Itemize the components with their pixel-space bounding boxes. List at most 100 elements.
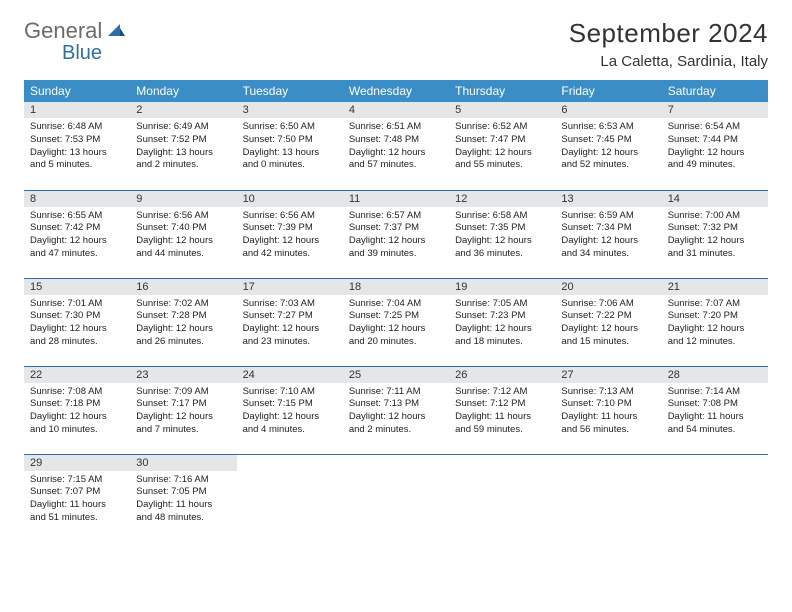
- daylight-text-2: and 54 minutes.: [668, 424, 762, 437]
- sunrise-text: Sunrise: 7:04 AM: [349, 298, 443, 311]
- daylight-text-1: Daylight: 13 hours: [243, 147, 337, 160]
- calendar-cell: 4Sunrise: 6:51 AMSunset: 7:48 PMDaylight…: [343, 102, 449, 190]
- weekday-header: Thursday: [449, 80, 555, 102]
- day-number: 22: [24, 367, 130, 383]
- daylight-text-1: Daylight: 12 hours: [668, 323, 762, 336]
- weekday-header: Monday: [130, 80, 236, 102]
- daylight-text-1: Daylight: 11 hours: [668, 411, 762, 424]
- calendar-row: 22Sunrise: 7:08 AMSunset: 7:18 PMDayligh…: [24, 366, 768, 454]
- sunrise-text: Sunrise: 7:11 AM: [349, 386, 443, 399]
- sunset-text: Sunset: 7:48 PM: [349, 134, 443, 147]
- daylight-text-1: Daylight: 12 hours: [30, 235, 124, 248]
- daylight-text-2: and 39 minutes.: [349, 248, 443, 261]
- daylight-text-2: and 4 minutes.: [243, 424, 337, 437]
- daylight-text-2: and 48 minutes.: [136, 512, 230, 525]
- sunrise-text: Sunrise: 7:07 AM: [668, 298, 762, 311]
- sunset-text: Sunset: 7:42 PM: [30, 222, 124, 235]
- daylight-text-1: Daylight: 13 hours: [136, 147, 230, 160]
- day-number: 1: [24, 102, 130, 118]
- day-details: Sunrise: 6:56 AMSunset: 7:39 PMDaylight:…: [237, 207, 343, 265]
- sunrise-text: Sunrise: 7:09 AM: [136, 386, 230, 399]
- sunset-text: Sunset: 7:25 PM: [349, 310, 443, 323]
- sunrise-text: Sunrise: 7:12 AM: [455, 386, 549, 399]
- sunrise-text: Sunrise: 7:10 AM: [243, 386, 337, 399]
- calendar-cell: 19Sunrise: 7:05 AMSunset: 7:23 PMDayligh…: [449, 278, 555, 366]
- sunrise-text: Sunrise: 7:14 AM: [668, 386, 762, 399]
- sunset-text: Sunset: 7:40 PM: [136, 222, 230, 235]
- sunset-text: Sunset: 7:20 PM: [668, 310, 762, 323]
- daylight-text-1: Daylight: 12 hours: [349, 323, 443, 336]
- daylight-text-1: Daylight: 12 hours: [668, 147, 762, 160]
- sunset-text: Sunset: 7:53 PM: [30, 134, 124, 147]
- daylight-text-2: and 26 minutes.: [136, 336, 230, 349]
- daylight-text-1: Daylight: 12 hours: [30, 411, 124, 424]
- calendar-cell: 29Sunrise: 7:15 AMSunset: 7:07 PMDayligh…: [24, 454, 130, 542]
- day-number: 29: [24, 455, 130, 471]
- daylight-text-1: Daylight: 12 hours: [30, 323, 124, 336]
- calendar-cell: 25Sunrise: 7:11 AMSunset: 7:13 PMDayligh…: [343, 366, 449, 454]
- day-details: Sunrise: 6:54 AMSunset: 7:44 PMDaylight:…: [662, 118, 768, 176]
- daylight-text-1: Daylight: 12 hours: [136, 411, 230, 424]
- daylight-text-1: Daylight: 11 hours: [561, 411, 655, 424]
- sunset-text: Sunset: 7:23 PM: [455, 310, 549, 323]
- daylight-text-1: Daylight: 12 hours: [136, 235, 230, 248]
- daylight-text-1: Daylight: 11 hours: [30, 499, 124, 512]
- day-details: Sunrise: 7:08 AMSunset: 7:18 PMDaylight:…: [24, 383, 130, 441]
- sunrise-text: Sunrise: 6:49 AM: [136, 121, 230, 134]
- day-number: 30: [130, 455, 236, 471]
- calendar-cell: [343, 454, 449, 542]
- calendar-cell: 7Sunrise: 6:54 AMSunset: 7:44 PMDaylight…: [662, 102, 768, 190]
- day-number: 18: [343, 279, 449, 295]
- daylight-text-1: Daylight: 12 hours: [455, 147, 549, 160]
- sunrise-text: Sunrise: 6:56 AM: [243, 210, 337, 223]
- sunrise-text: Sunrise: 7:15 AM: [30, 474, 124, 487]
- day-details: Sunrise: 7:15 AMSunset: 7:07 PMDaylight:…: [24, 471, 130, 529]
- daylight-text-2: and 5 minutes.: [30, 159, 124, 172]
- daylight-text-2: and 31 minutes.: [668, 248, 762, 261]
- sunrise-text: Sunrise: 6:54 AM: [668, 121, 762, 134]
- daylight-text-1: Daylight: 12 hours: [243, 411, 337, 424]
- day-details: Sunrise: 6:59 AMSunset: 7:34 PMDaylight:…: [555, 207, 661, 265]
- sunrise-text: Sunrise: 7:06 AM: [561, 298, 655, 311]
- day-details: Sunrise: 7:07 AMSunset: 7:20 PMDaylight:…: [662, 295, 768, 353]
- daylight-text-1: Daylight: 12 hours: [243, 323, 337, 336]
- day-number: 19: [449, 279, 555, 295]
- sunset-text: Sunset: 7:10 PM: [561, 398, 655, 411]
- page-header: General Blue September 2024 La Caletta, …: [24, 18, 768, 70]
- calendar-cell: [555, 454, 661, 542]
- weekday-header-row: Sunday Monday Tuesday Wednesday Thursday…: [24, 80, 768, 102]
- calendar-cell: 12Sunrise: 6:58 AMSunset: 7:35 PMDayligh…: [449, 190, 555, 278]
- calendar-body: 1Sunrise: 6:48 AMSunset: 7:53 PMDaylight…: [24, 102, 768, 542]
- calendar-row: 29Sunrise: 7:15 AMSunset: 7:07 PMDayligh…: [24, 454, 768, 542]
- calendar-cell: 15Sunrise: 7:01 AMSunset: 7:30 PMDayligh…: [24, 278, 130, 366]
- calendar-cell: 26Sunrise: 7:12 AMSunset: 7:12 PMDayligh…: [449, 366, 555, 454]
- day-number: 8: [24, 191, 130, 207]
- calendar-cell: 24Sunrise: 7:10 AMSunset: 7:15 PMDayligh…: [237, 366, 343, 454]
- day-details: Sunrise: 7:13 AMSunset: 7:10 PMDaylight:…: [555, 383, 661, 441]
- day-details: Sunrise: 7:03 AMSunset: 7:27 PMDaylight:…: [237, 295, 343, 353]
- daylight-text-2: and 34 minutes.: [561, 248, 655, 261]
- day-number: 9: [130, 191, 236, 207]
- day-number: 27: [555, 367, 661, 383]
- sunset-text: Sunset: 7:52 PM: [136, 134, 230, 147]
- sunset-text: Sunset: 7:28 PM: [136, 310, 230, 323]
- sunrise-text: Sunrise: 6:51 AM: [349, 121, 443, 134]
- calendar-cell: 18Sunrise: 7:04 AMSunset: 7:25 PMDayligh…: [343, 278, 449, 366]
- day-details: Sunrise: 7:02 AMSunset: 7:28 PMDaylight:…: [130, 295, 236, 353]
- calendar-cell: 28Sunrise: 7:14 AMSunset: 7:08 PMDayligh…: [662, 366, 768, 454]
- sunrise-text: Sunrise: 7:05 AM: [455, 298, 549, 311]
- daylight-text-2: and 10 minutes.: [30, 424, 124, 437]
- sunrise-text: Sunrise: 7:02 AM: [136, 298, 230, 311]
- sunset-text: Sunset: 7:35 PM: [455, 222, 549, 235]
- title-block: September 2024 La Caletta, Sardinia, Ita…: [569, 18, 768, 70]
- day-details: Sunrise: 7:04 AMSunset: 7:25 PMDaylight:…: [343, 295, 449, 353]
- daylight-text-1: Daylight: 12 hours: [349, 411, 443, 424]
- day-details: Sunrise: 7:06 AMSunset: 7:22 PMDaylight:…: [555, 295, 661, 353]
- sunset-text: Sunset: 7:30 PM: [30, 310, 124, 323]
- daylight-text-2: and 47 minutes.: [30, 248, 124, 261]
- daylight-text-2: and 7 minutes.: [136, 424, 230, 437]
- calendar-cell: 27Sunrise: 7:13 AMSunset: 7:10 PMDayligh…: [555, 366, 661, 454]
- daylight-text-2: and 12 minutes.: [668, 336, 762, 349]
- calendar-cell: 2Sunrise: 6:49 AMSunset: 7:52 PMDaylight…: [130, 102, 236, 190]
- daylight-text-2: and 51 minutes.: [30, 512, 124, 525]
